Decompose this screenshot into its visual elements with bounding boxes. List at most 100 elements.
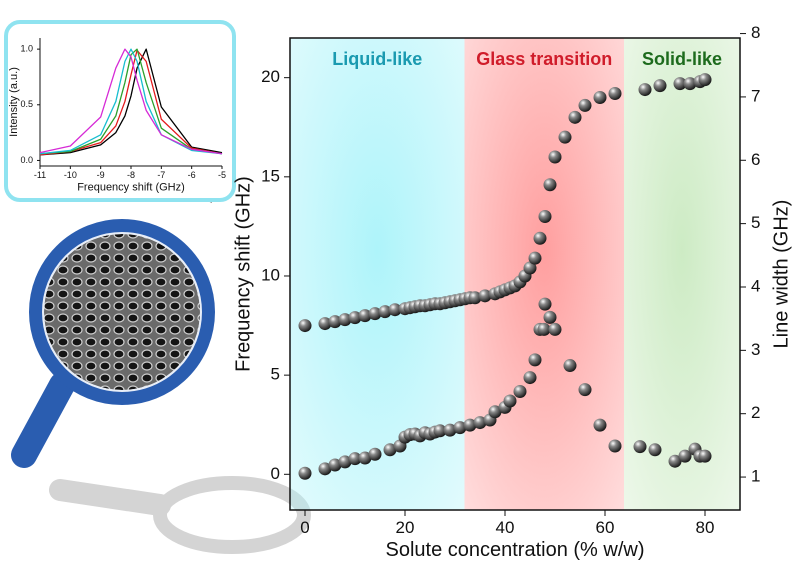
- y-tick-label: 0.5: [20, 99, 33, 109]
- region-label: Liquid-like: [332, 49, 422, 69]
- y-tick-label: 10: [261, 265, 280, 284]
- handle-shadow: [49, 479, 171, 516]
- y2-tick-label: 2: [751, 403, 760, 422]
- x-tick-label: -8: [127, 170, 135, 180]
- data-point: [673, 77, 687, 91]
- y-tick-label: 0.0: [20, 155, 33, 165]
- data-point: [653, 79, 667, 93]
- y2-axis-label: Line width (GHz): [770, 200, 792, 349]
- x-tick-label: -7: [157, 170, 165, 180]
- data-point: [538, 297, 552, 311]
- data-point: [328, 315, 342, 329]
- data-point: [318, 462, 332, 476]
- region-label: Glass transition: [476, 49, 612, 69]
- data-point: [473, 416, 487, 430]
- y-axis-label: Intensity (a.u.): [8, 67, 20, 137]
- y2-tick-label: 5: [751, 213, 760, 232]
- y-tick-label: 1.0: [20, 44, 33, 54]
- data-point: [543, 178, 557, 192]
- data-point: [523, 261, 537, 275]
- data-point: [453, 421, 467, 435]
- y2-tick-label: 8: [751, 23, 760, 42]
- lens-rim: [42, 232, 202, 392]
- y-axis-label: Frequency shift (GHz): [232, 176, 254, 372]
- data-point: [368, 307, 382, 321]
- x-axis-label: Solute concentration (% w/w): [385, 539, 644, 561]
- data-point: [533, 231, 547, 245]
- data-point: [563, 359, 577, 373]
- data-point: [468, 291, 482, 305]
- data-point: [548, 322, 562, 336]
- data-point: [548, 150, 562, 164]
- data-point: [683, 77, 697, 91]
- spectrum-line: [39, 48, 223, 155]
- data-point: [537, 322, 551, 336]
- magnifier-ring: [29, 219, 215, 405]
- region-band: [290, 38, 465, 510]
- x-tick-label: 0: [300, 518, 309, 537]
- y2-tick-label: 1: [751, 467, 760, 486]
- data-point: [358, 451, 372, 465]
- x-tick-label: 20: [396, 518, 415, 537]
- x-tick-label: 80: [696, 518, 715, 537]
- y2-tick-label: 4: [751, 276, 760, 295]
- data-point: [388, 303, 402, 317]
- y-tick-label: 15: [261, 166, 280, 185]
- data-point: [608, 439, 622, 453]
- data-point: [528, 251, 542, 265]
- data-point: [668, 454, 682, 468]
- data-point: [698, 73, 712, 87]
- data-point: [503, 394, 517, 408]
- y-tick-label: 20: [261, 67, 280, 86]
- data-point: [368, 447, 382, 461]
- data-point: [433, 424, 447, 438]
- data-point: [593, 90, 607, 104]
- magnifier-shadow: [153, 476, 311, 554]
- inset-frame: [4, 20, 236, 202]
- x-tick-label: -5: [218, 170, 226, 180]
- data-point: [538, 209, 552, 223]
- data-point: [328, 458, 342, 472]
- data-point: [593, 418, 607, 432]
- data-point: [318, 317, 332, 331]
- region-band: [464, 38, 624, 510]
- x-tick-label: -9: [97, 170, 105, 180]
- data-point: [358, 309, 372, 323]
- x-tick-label: -10: [64, 170, 77, 180]
- plot-frame: [289, 37, 741, 511]
- spectrum-line: [39, 48, 223, 155]
- y-tick-label: 5: [271, 365, 280, 384]
- data-point: [443, 423, 457, 437]
- data-point: [543, 310, 557, 324]
- data-point: [558, 130, 572, 144]
- data-point: [298, 319, 312, 333]
- data-point: [523, 371, 537, 385]
- data-point: [348, 452, 362, 466]
- y-tick-label: 0: [271, 464, 280, 483]
- data-point: [678, 449, 692, 463]
- spectrum-line: [39, 49, 223, 156]
- data-point: [578, 98, 592, 112]
- data-point: [348, 311, 362, 325]
- data-point: [298, 466, 312, 480]
- data-point: [478, 289, 492, 303]
- data-point: [463, 418, 477, 432]
- x-tick-label: 40: [496, 518, 515, 537]
- data-point: [378, 305, 392, 319]
- data-point: [608, 87, 622, 101]
- data-point: [488, 405, 502, 419]
- data-point: [698, 449, 712, 463]
- data-point: [568, 110, 582, 124]
- spectrum-line: [39, 48, 223, 156]
- data-point: [528, 353, 542, 367]
- region-band: [624, 38, 740, 510]
- x-tick-label: 60: [596, 518, 615, 537]
- x-axis-label: Frequency shift (GHz): [77, 182, 185, 194]
- magnifier-handle: [11, 372, 75, 468]
- lens-image: [44, 234, 200, 390]
- data-point: [648, 443, 662, 457]
- y2-tick-label: 3: [751, 340, 760, 359]
